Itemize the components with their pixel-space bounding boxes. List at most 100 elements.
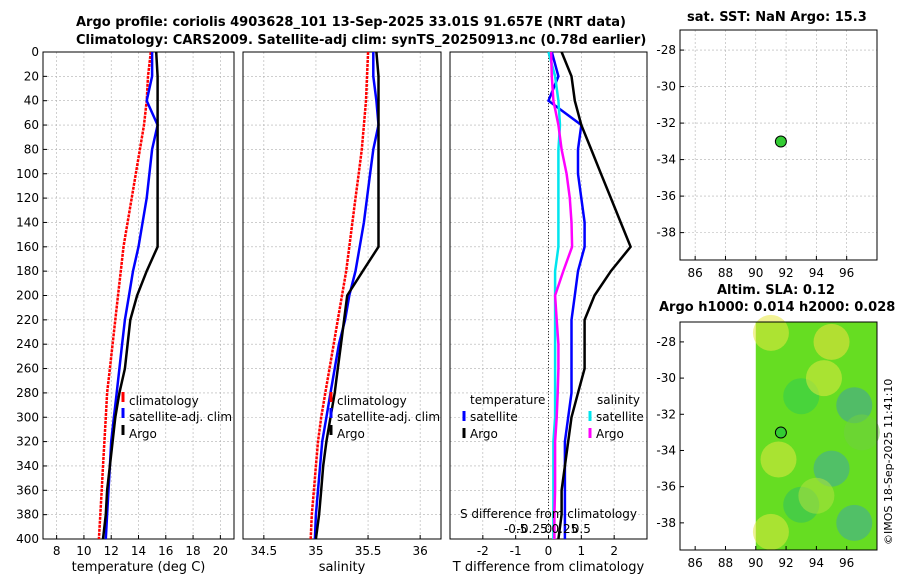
y-tick-label: -28 bbox=[656, 43, 676, 57]
x-tick-label: 16 bbox=[158, 544, 173, 558]
y-tick-label: -38 bbox=[656, 516, 676, 530]
x-tick-label: 2 bbox=[610, 544, 618, 558]
sla-blob bbox=[752, 314, 789, 351]
x-tick-label: 8 bbox=[53, 544, 61, 558]
series-line-argo bbox=[101, 51, 159, 540]
legend-label: climatology bbox=[337, 394, 407, 408]
top-x-axis-label: S difference from climatology bbox=[460, 507, 637, 521]
x-tick-label: 12 bbox=[104, 544, 119, 558]
legend-label: climatology bbox=[129, 394, 199, 408]
legend-label: satellite-adj. clim bbox=[337, 410, 440, 424]
y-tick-label: -36 bbox=[656, 189, 676, 203]
x-tick-label: 90 bbox=[748, 556, 763, 570]
x-tick-label: 35.5 bbox=[355, 544, 382, 558]
y-tick-label: -28 bbox=[656, 335, 676, 349]
y-tick-label: -34 bbox=[656, 443, 676, 457]
x-tick-label: 88 bbox=[718, 556, 733, 570]
legend-title-salinity: salinity bbox=[597, 393, 640, 407]
x-tick-label: 1 bbox=[578, 544, 586, 558]
x-tick-label: 0 bbox=[545, 544, 553, 558]
y-tick-label: 340 bbox=[16, 459, 39, 473]
legend-label: Argo bbox=[596, 427, 624, 441]
x-tick-label: 34.5 bbox=[250, 544, 277, 558]
axes-frame bbox=[679, 29, 878, 261]
sla-blob bbox=[836, 387, 873, 424]
y-tick-label: 400 bbox=[16, 532, 39, 546]
x-tick-label: 18 bbox=[185, 544, 200, 558]
legend-label: satellite-adj. clim bbox=[129, 410, 232, 424]
top-x-tick-label: 0.25 bbox=[552, 522, 579, 536]
x-tick-label: 96 bbox=[839, 266, 854, 280]
series-line-temperature-argo bbox=[557, 51, 633, 540]
y-tick-label: -36 bbox=[656, 480, 676, 494]
top-x-tick-label: -0.5 bbox=[504, 522, 527, 536]
sla-map-title-1: Altim. SLA: 0.12 bbox=[717, 283, 835, 298]
y-tick-label: 260 bbox=[16, 362, 39, 376]
y-tick-label: 300 bbox=[16, 410, 39, 424]
y-tick-label: 100 bbox=[16, 167, 39, 181]
x-tick-label: 94 bbox=[809, 556, 824, 570]
series-line-climatology bbox=[309, 51, 370, 540]
x-tick-label: 88 bbox=[718, 266, 733, 280]
argo-location-marker bbox=[774, 426, 787, 439]
series-line-satellite-adj-clim bbox=[313, 52, 380, 540]
y-tick-label: -32 bbox=[656, 407, 676, 421]
y-tick-label: 60 bbox=[24, 118, 39, 132]
title-line-2: Climatology: CARS2009. Satellite-adj cli… bbox=[76, 33, 647, 48]
y-tick-label: -32 bbox=[656, 116, 676, 130]
y-tick-label: 120 bbox=[16, 191, 39, 205]
y-tick-label: 160 bbox=[16, 240, 39, 254]
y-tick-label: 360 bbox=[16, 483, 39, 497]
sla-blob bbox=[843, 414, 880, 451]
y-tick-label: -34 bbox=[656, 153, 676, 167]
series-line-climatology bbox=[97, 51, 153, 540]
y-tick-label: 320 bbox=[16, 435, 39, 449]
y-tick-label: 20 bbox=[24, 69, 39, 83]
top-x-tick-label: -0.25 bbox=[517, 522, 548, 536]
x-tick-label: 94 bbox=[809, 266, 824, 280]
sla-blob bbox=[813, 323, 850, 360]
x-tick-label: -2 bbox=[477, 544, 489, 558]
series-line-salinity-argo bbox=[549, 51, 574, 539]
title-line-1: Argo profile: coriolis 4903628_101 13-Se… bbox=[76, 15, 626, 30]
legend-title-temperature: temperature bbox=[470, 393, 545, 407]
x-tick-label: 96 bbox=[839, 556, 854, 570]
sla-map-title-2: Argo h1000: 0.014 h2000: 0.028 bbox=[659, 300, 896, 315]
x-tick-label: 86 bbox=[688, 556, 703, 570]
sla-blob bbox=[798, 477, 835, 514]
y-tick-label: 80 bbox=[24, 142, 39, 156]
sst-map-title: sat. SST: NaN Argo: 15.3 bbox=[687, 10, 867, 25]
y-tick-label: 380 bbox=[16, 508, 39, 522]
axes-frame bbox=[679, 321, 878, 551]
x-tick-label: 10 bbox=[76, 544, 91, 558]
x-axis-label: T difference from climatology bbox=[452, 560, 645, 575]
x-tick-label: 92 bbox=[778, 266, 793, 280]
legend-label: satellite bbox=[470, 410, 518, 424]
legend-label: Argo bbox=[337, 427, 365, 441]
legend-label: Argo bbox=[470, 427, 498, 441]
y-tick-label: 40 bbox=[24, 94, 39, 108]
sla-blob bbox=[836, 504, 873, 541]
y-tick-label: 0 bbox=[31, 45, 39, 59]
x-tick-label: 36 bbox=[413, 544, 428, 558]
y-tick-label: -30 bbox=[656, 371, 676, 385]
y-tick-label: 200 bbox=[16, 289, 39, 303]
x-tick-label: 90 bbox=[748, 266, 763, 280]
x-tick-label: 35 bbox=[308, 544, 323, 558]
sla-blob bbox=[813, 450, 850, 487]
y-tick-label: 240 bbox=[16, 337, 39, 351]
sla-blob bbox=[805, 360, 842, 397]
sla-blob bbox=[752, 513, 789, 550]
legend-label: Argo bbox=[129, 427, 157, 441]
top-x-tick-label: 0 bbox=[545, 522, 553, 536]
y-tick-label: 180 bbox=[16, 264, 39, 278]
x-tick-label: 86 bbox=[688, 266, 703, 280]
legend-label: satellite bbox=[596, 410, 644, 424]
y-tick-label: 220 bbox=[16, 313, 39, 327]
y-tick-label: -30 bbox=[656, 80, 676, 94]
top-x-tick-label: 0.5 bbox=[572, 522, 591, 536]
axes-frame bbox=[242, 51, 442, 540]
y-tick-label: 140 bbox=[16, 215, 39, 229]
x-tick-label: 92 bbox=[778, 556, 793, 570]
